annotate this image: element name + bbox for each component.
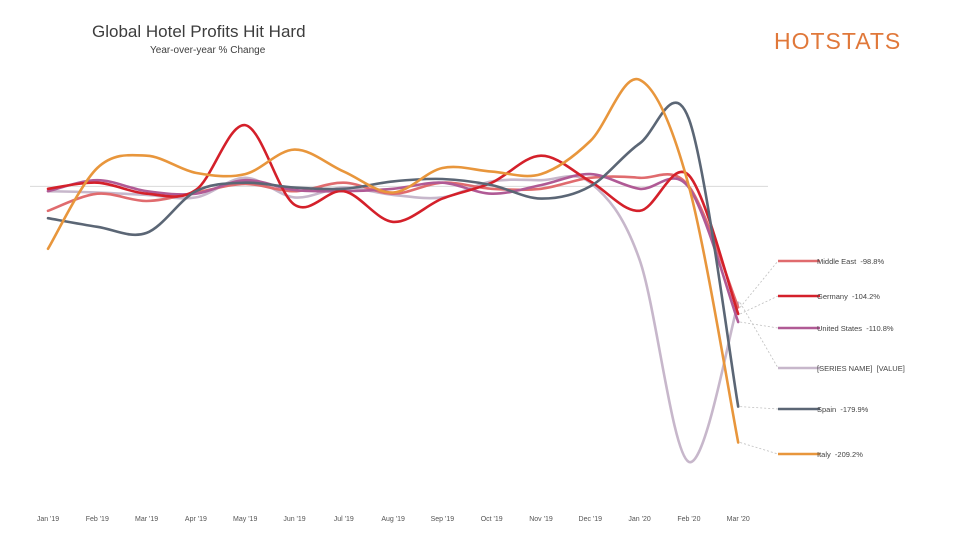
x-tick-label: Jan '19: [37, 516, 59, 523]
chart-subtitle: Year-over-year % Change: [150, 45, 266, 56]
hotstats-logo: HOTSTATS: [774, 28, 902, 54]
x-axis: Jan '19 Feb '19 Mar '19 Apr '19 May '19 Jun '…: [37, 516, 750, 523]
legend: Middle East -98.8% Germany -104.2% United …: [778, 257, 905, 459]
legend-leader-italy: [740, 442, 779, 455]
legend-leader-middle-east: [739, 260, 779, 308]
x-tick-label: Jun '19: [283, 516, 305, 523]
series-line-italy: [46, 77, 740, 444]
series-layer: [46, 77, 740, 464]
x-tick-label: Jan '20: [628, 516, 650, 523]
x-tick-label: Apr '19: [185, 516, 207, 523]
legend-leader-united-states: [740, 321, 779, 329]
x-tick-label: Nov '19: [529, 516, 553, 523]
x-tick-label: Mar '19: [135, 516, 158, 523]
series-line-series-name: [46, 174, 740, 464]
legend-leader-germany: [740, 295, 779, 315]
x-tick-label: May '19: [233, 516, 257, 523]
x-tick-label: Mar '20: [727, 516, 750, 523]
x-tick-label: Jul '19: [334, 516, 354, 523]
legend-leader-series-name: [739, 302, 779, 369]
x-tick-label: Aug '19: [381, 516, 405, 523]
legend-label-middle-east: Middle East -98.8%: [817, 257, 884, 266]
series-line-spain: [46, 101, 740, 408]
legend-label-germany: Germany -104.2%: [817, 292, 880, 301]
legend-label-united-states: United States -110.8%: [817, 324, 894, 333]
legend-leader-lines: [739, 260, 779, 455]
chart-title: Global Hotel Profits Hit Hard: [92, 22, 306, 41]
legend-leader-spain: [740, 406, 779, 410]
x-tick-label: Dec '19: [579, 516, 603, 523]
series-line-united-states: [46, 172, 740, 324]
x-tick-label: Feb '19: [86, 516, 109, 523]
x-tick-label: Sep '19: [431, 516, 455, 523]
legend-label-series-name: [SERIES NAME] [VALUE]: [817, 364, 905, 373]
legend-label-italy: Italy -209.2%: [817, 450, 863, 459]
x-tick-label: Feb '20: [677, 516, 700, 523]
series-line-middle-east: [46, 173, 740, 309]
x-tick-label: Oct '19: [481, 516, 503, 523]
series-line-germany: [46, 123, 740, 316]
legend-label-spain: Spain -179.9%: [817, 405, 869, 414]
